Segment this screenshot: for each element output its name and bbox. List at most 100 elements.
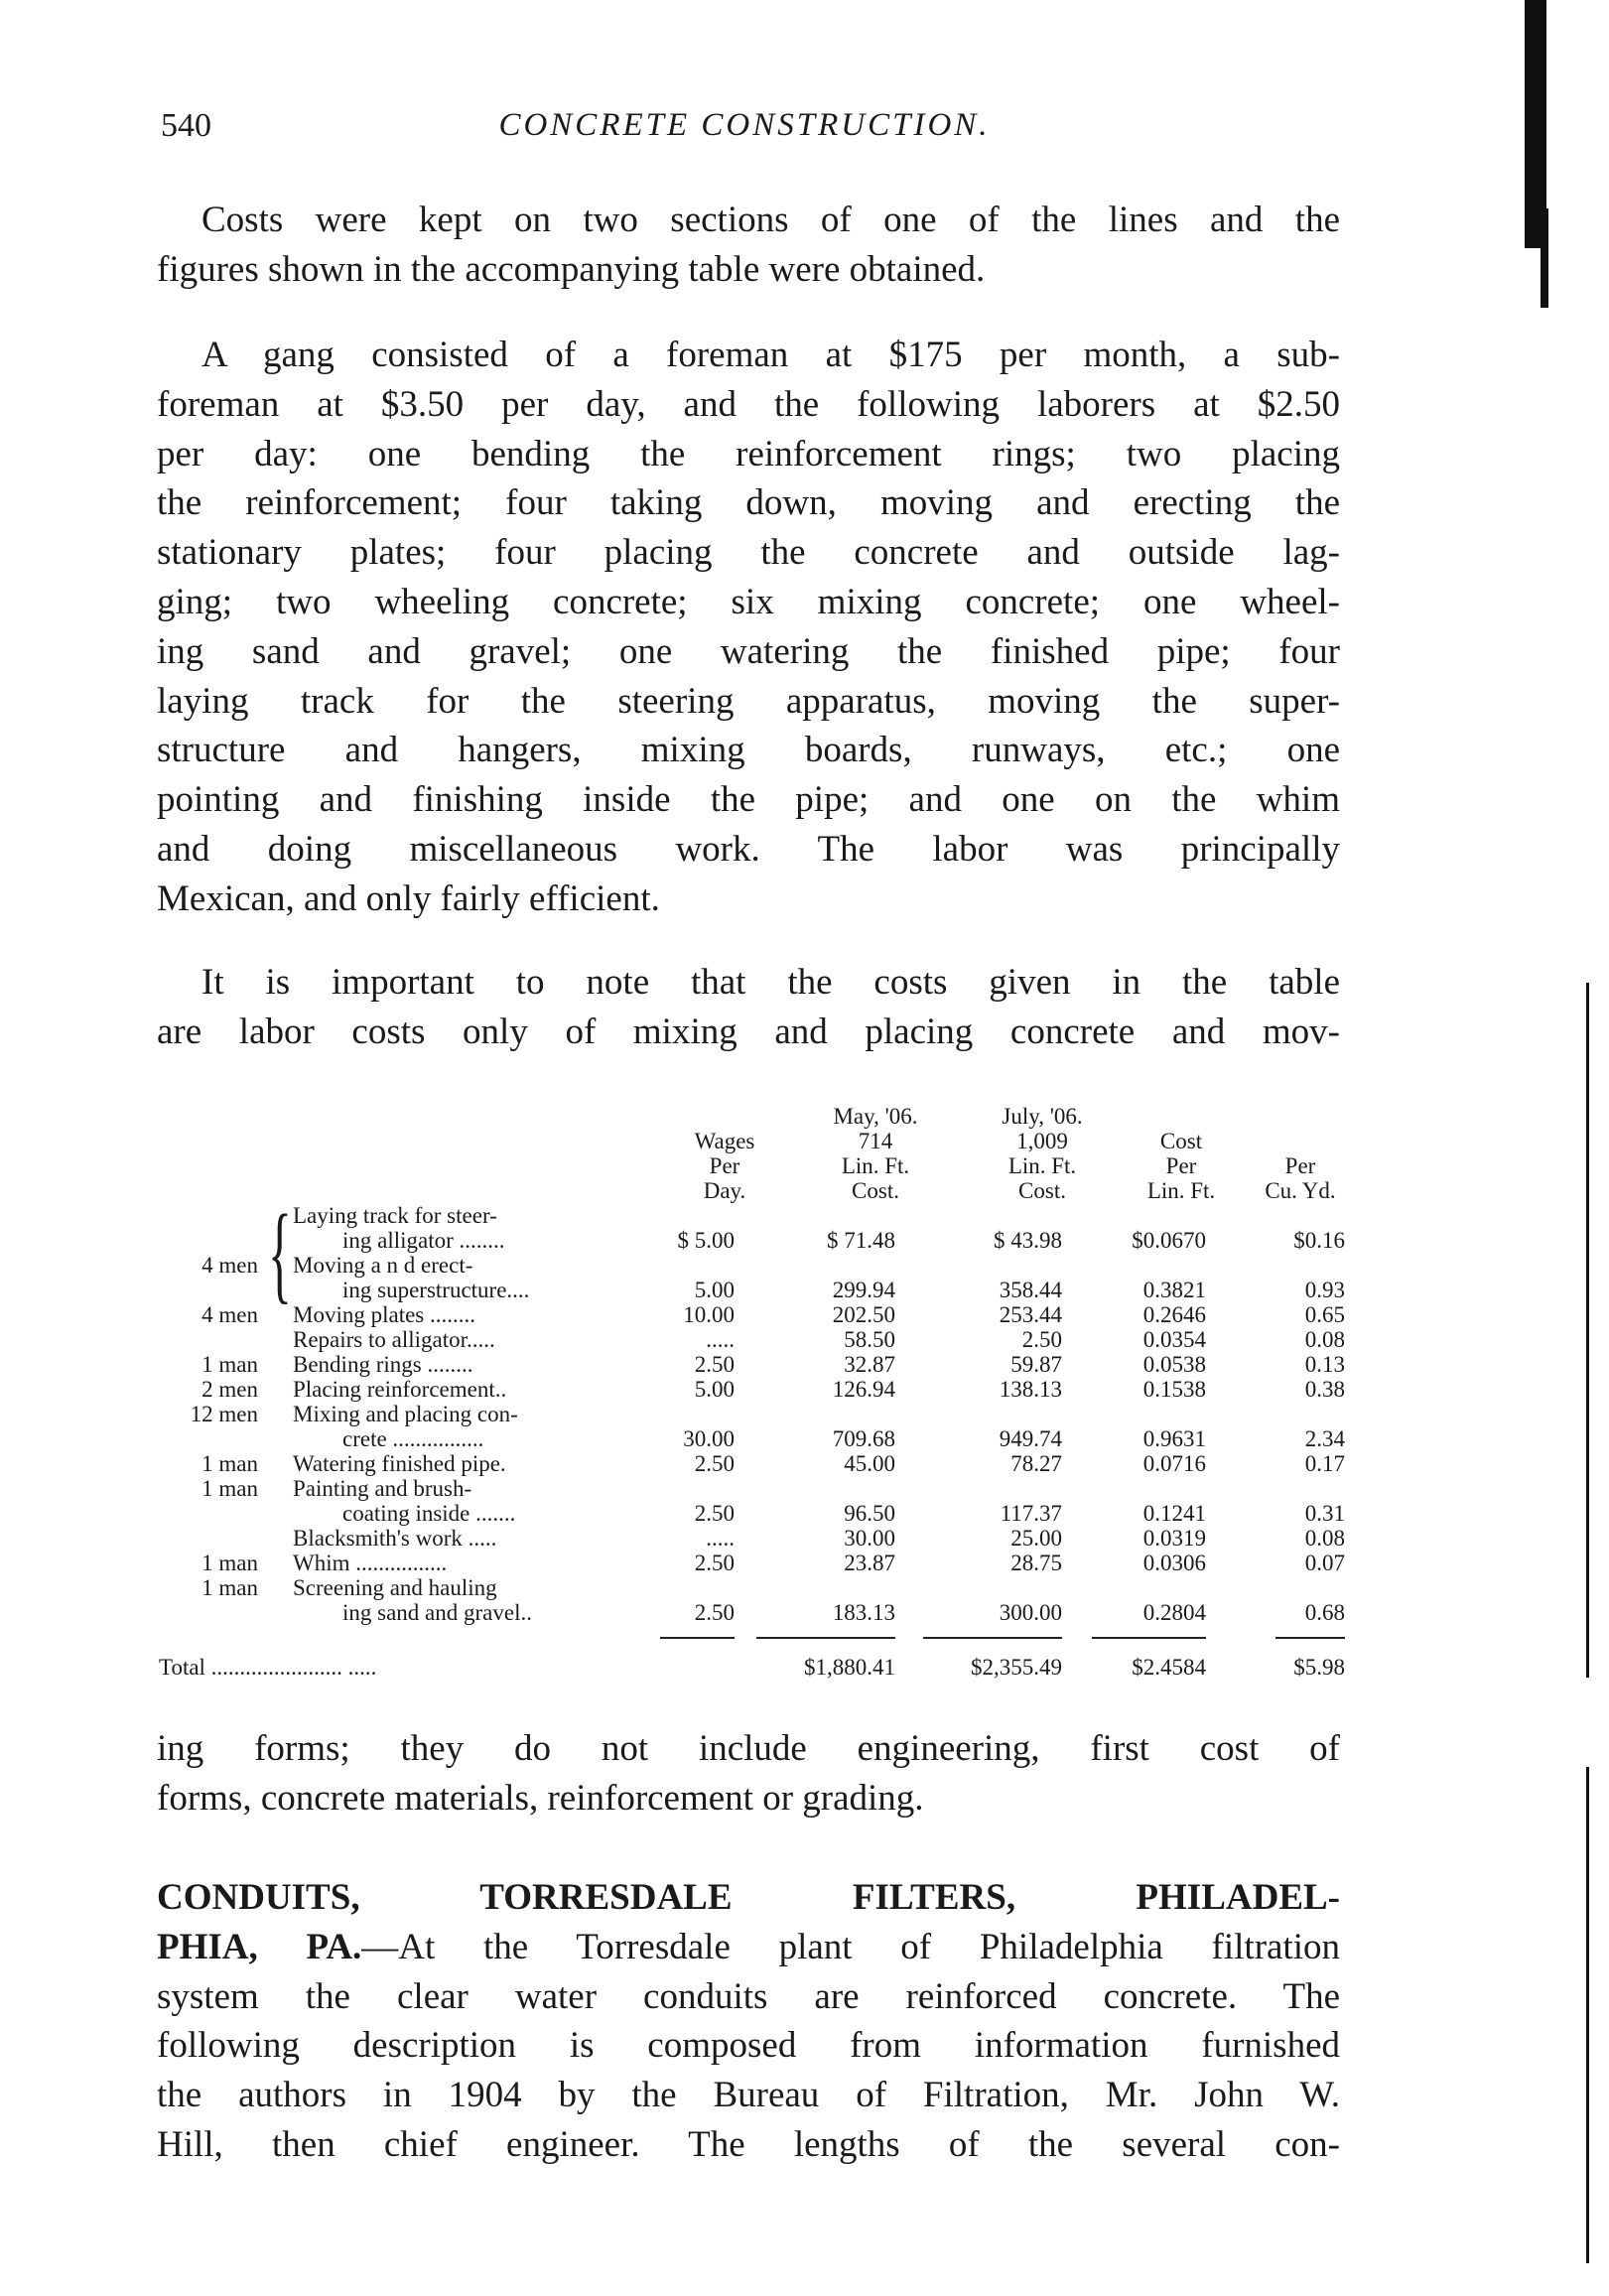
cell-per_yd: $0.16	[1293, 1228, 1345, 1253]
column-header-per_yd: Cu. Yd.	[1265, 1178, 1336, 1203]
total-rule	[660, 1637, 735, 1639]
running-title: CONCRETE CONSTRUCTION.	[498, 107, 991, 143]
cell-per_ft: 0.2804	[1142, 1600, 1206, 1625]
cell-july: 358.44	[999, 1278, 1062, 1302]
text-line: and doing miscellaneous work. The labor …	[157, 828, 1340, 870]
cell-per_ft: 0.0538	[1142, 1352, 1206, 1377]
cell-july: 949.74	[999, 1426, 1062, 1451]
text-line: the authors in 1904 by the Bureau of Fil…	[157, 2075, 1340, 2116]
table-row: 1 man Bending rings ........ 2.50 32.87 59.8…	[169, 1352, 1350, 1377]
cell-per_ft: 0.0716	[1142, 1451, 1206, 1476]
table-row: 1 man Watering finished pipe. 2.50 45.00 78.…	[169, 1451, 1350, 1476]
cell-wages: 10.00	[683, 1302, 735, 1327]
text-line: pointing and finishing inside the pipe; …	[157, 779, 1340, 821]
cell-per_yd: 2.34	[1304, 1426, 1345, 1451]
cell-per_ft: $0.0670	[1132, 1228, 1206, 1253]
text-line: A gang consisted of a foreman at $175 pe…	[201, 335, 1340, 375]
paragraph-gang: A gang consisted of a foreman at $175 pe…	[157, 331, 1340, 924]
table-row: ing alligator ........ $ 5.00 $ 71.48 $ 43.…	[169, 1228, 1350, 1253]
scan-edge-mark	[1525, 0, 1546, 248]
cell-per_ft: 0.0319	[1142, 1526, 1206, 1551]
total-per_yd: $5.98	[1293, 1655, 1345, 1680]
text-fragment: —At the Torresdale plant of Philadelphia…	[361, 1926, 1340, 1967]
text-line: forms, concrete materials, reinforcement…	[157, 1777, 924, 1819]
cell-wages: $ 5.00	[677, 1228, 736, 1253]
text-line: figures shown in the accompanying table …	[157, 248, 986, 290]
table-row: 4 men{Laying track for steer-	[169, 1198, 1350, 1307]
row-label: ing sand and gravel..	[342, 1600, 532, 1625]
total-row: Total ....................... ..... $1,88…	[159, 1655, 1350, 1680]
row-label: Watering finished pipe.	[293, 1451, 506, 1476]
row-count: 1 man	[201, 1476, 258, 1501]
text-line: Costs were kept on two sections of one o…	[201, 200, 1340, 240]
row-label: coating inside .......	[342, 1501, 516, 1526]
text-line: Mexican, and only fairly efficient.	[157, 878, 660, 919]
brace-mark: {	[268, 1192, 292, 1313]
row-label: Repairs to alligator.....	[293, 1327, 495, 1352]
text-line: ging; two wheeling concrete; six mixing …	[157, 581, 1340, 622]
text-line: are labor costs only of mixing and placi…	[157, 1011, 1340, 1052]
cell-may: 23.87	[844, 1551, 895, 1575]
column-header-per_ft: Lin. Ft.	[1146, 1178, 1216, 1203]
total-label: Total ....................... .....	[159, 1655, 377, 1680]
column-header-may: Cost.	[852, 1178, 899, 1203]
cell-per_yd: 0.08	[1304, 1526, 1345, 1551]
column-header-per_yd: Per	[1284, 1153, 1316, 1178]
row-label: Laying track for steer-	[293, 1203, 497, 1228]
cell-per_yd: 0.93	[1304, 1278, 1345, 1302]
row-count: 4 men	[201, 1302, 258, 1327]
row-label: Screening and hauling	[293, 1575, 497, 1600]
cell-may: 126.94	[832, 1377, 895, 1402]
text-line: structure and hangers, mixing boards, ru…	[157, 730, 1340, 771]
cell-per_yd: 0.65	[1304, 1302, 1345, 1327]
scan-edge-mark	[1586, 983, 1589, 1678]
section-heading: CONDUITS, TORRESDALE FILTERS, PHILADEL-	[157, 1877, 1340, 1918]
table-row: 2 men Placing reinforcement.. 5.00 126.94 13…	[169, 1377, 1350, 1402]
row-count: 12 men	[190, 1402, 258, 1426]
cell-july: 117.37	[1000, 1501, 1062, 1526]
cell-may: 202.50	[832, 1302, 895, 1327]
cell-per_yd: 0.17	[1304, 1451, 1345, 1476]
row-count: 2 men	[201, 1377, 258, 1402]
text-line: system the clear water conduits are rein…	[157, 1975, 1340, 2017]
text-line: foreman at $3.50 per day, and the follow…	[157, 383, 1340, 425]
table-row: ing sand and gravel.. 2.50 183.13 300.00 0.2…	[169, 1600, 1350, 1625]
cell-per_ft: 0.3821	[1142, 1278, 1206, 1302]
cell-per_ft: 0.0306	[1142, 1551, 1206, 1575]
row-label: Whim ................	[293, 1551, 448, 1575]
cell-wages: 5.00	[694, 1377, 735, 1402]
row-count: 1 man	[201, 1352, 258, 1377]
cell-wages: 30.00	[683, 1426, 735, 1451]
total-rule-row	[169, 1625, 1350, 1650]
text-line: following description is composed from i…	[157, 2025, 1340, 2067]
total-july: $2,355.49	[971, 1655, 1062, 1680]
cell-per_ft: 0.0354	[1142, 1327, 1206, 1352]
table-header-row: Per Lin. Ft. Lin. Ft. Per Per	[169, 1153, 1350, 1178]
column-header-july: July, '06.	[1002, 1104, 1083, 1129]
scan-edge-mark	[1541, 208, 1548, 308]
cell-per_yd: 0.38	[1304, 1377, 1345, 1402]
column-header-may: 714	[858, 1129, 893, 1153]
cell-may: 299.94	[832, 1278, 895, 1302]
row-label: Placing reinforcement..	[293, 1377, 507, 1402]
cell-wages: 2.50	[694, 1352, 735, 1377]
cell-per_yd: 0.08	[1304, 1327, 1345, 1352]
cell-may: 32.87	[844, 1352, 895, 1377]
cell-wages: 2.50	[694, 1600, 735, 1625]
scan-edge-mark	[1586, 1767, 1589, 2263]
column-header-july: Lin. Ft.	[1007, 1153, 1077, 1178]
row-count: 1 man	[201, 1451, 258, 1476]
cell-wages: 2.50	[694, 1451, 735, 1476]
paragraph-torresdale-conduits: CONDUITS, TORRESDALE FILTERS, PHILADEL- …	[157, 1873, 1340, 2170]
row-label: Bending rings ........	[293, 1352, 473, 1377]
paragraph-labor-costs: It is important to note that the costs g…	[157, 958, 1340, 1057]
cell-may: 96.50	[844, 1501, 895, 1526]
cell-wages: 2.50	[694, 1501, 735, 1526]
table-row: Moving a n d erect-	[169, 1253, 1350, 1278]
paragraph-labor-costs-continued: ing forms; they do not include engineeri…	[157, 1724, 1340, 1823]
total-rule	[1275, 1637, 1345, 1639]
cell-per_yd: 0.07	[1304, 1551, 1345, 1575]
cell-per_yd: 0.68	[1304, 1600, 1345, 1625]
row-label: Moving plates ........	[293, 1302, 475, 1327]
table-row: ing superstructure.... 5.00 299.94 358.44 0.…	[169, 1278, 1350, 1302]
